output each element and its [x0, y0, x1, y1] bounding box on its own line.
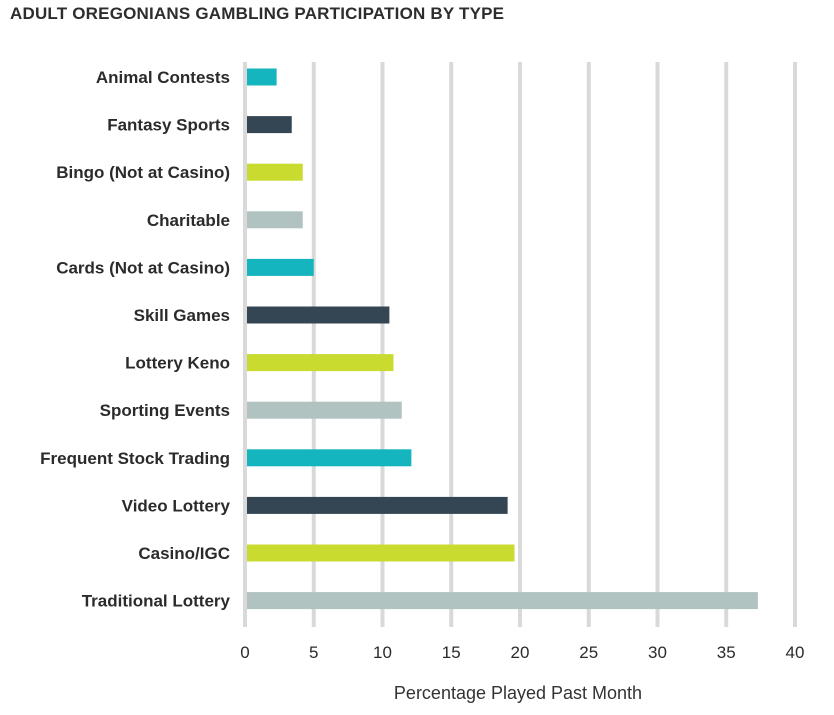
bar: [247, 544, 515, 562]
bar: [247, 592, 758, 610]
x-tick-label: 5: [309, 643, 318, 662]
x-tick-label: 25: [579, 643, 598, 662]
x-tick-label: 30: [648, 643, 667, 662]
x-tick-labels: 0 5 10 15 20 25 30 35 40: [240, 643, 804, 662]
x-tick-label: 40: [786, 643, 805, 662]
bar: [247, 401, 402, 419]
x-axis-label: Percentage Played Past Month: [394, 683, 642, 703]
category-label: Bingo (Not at Casino): [56, 163, 230, 182]
gridlines: [243, 62, 797, 627]
x-tick-label: 35: [717, 643, 736, 662]
bar: [247, 68, 277, 86]
bar: [247, 116, 292, 134]
bar: [247, 496, 508, 514]
bars: [247, 68, 758, 610]
bar: [247, 306, 390, 324]
category-label: Lottery Keno: [125, 354, 230, 373]
category-label: Sporting Events: [100, 401, 230, 420]
bar: [247, 354, 394, 372]
category-label: Video Lottery: [122, 496, 231, 515]
category-label: Cards (Not at Casino): [56, 258, 230, 277]
bar: [247, 258, 314, 276]
category-label: Traditional Lottery: [82, 592, 231, 611]
category-label: Charitable: [147, 211, 230, 230]
chart-title: ADULT OREGONIANS GAMBLING PARTICIPATION …: [10, 4, 505, 23]
category-label: Fantasy Sports: [107, 116, 230, 135]
category-label: Casino/IGC: [138, 544, 230, 563]
x-tick-label: 0: [240, 643, 249, 662]
category-label: Animal Contests: [96, 68, 230, 87]
x-tick-label: 15: [442, 643, 461, 662]
category-label: Skill Games: [134, 306, 230, 325]
bar: [247, 211, 303, 229]
bar: [247, 449, 412, 467]
x-tick-label: 10: [373, 643, 392, 662]
category-label: Frequent Stock Trading: [40, 449, 230, 468]
bar: [247, 163, 303, 181]
x-tick-label: 20: [511, 643, 530, 662]
category-labels: Animal Contests Fantasy Sports Bingo (Not …: [40, 68, 230, 611]
